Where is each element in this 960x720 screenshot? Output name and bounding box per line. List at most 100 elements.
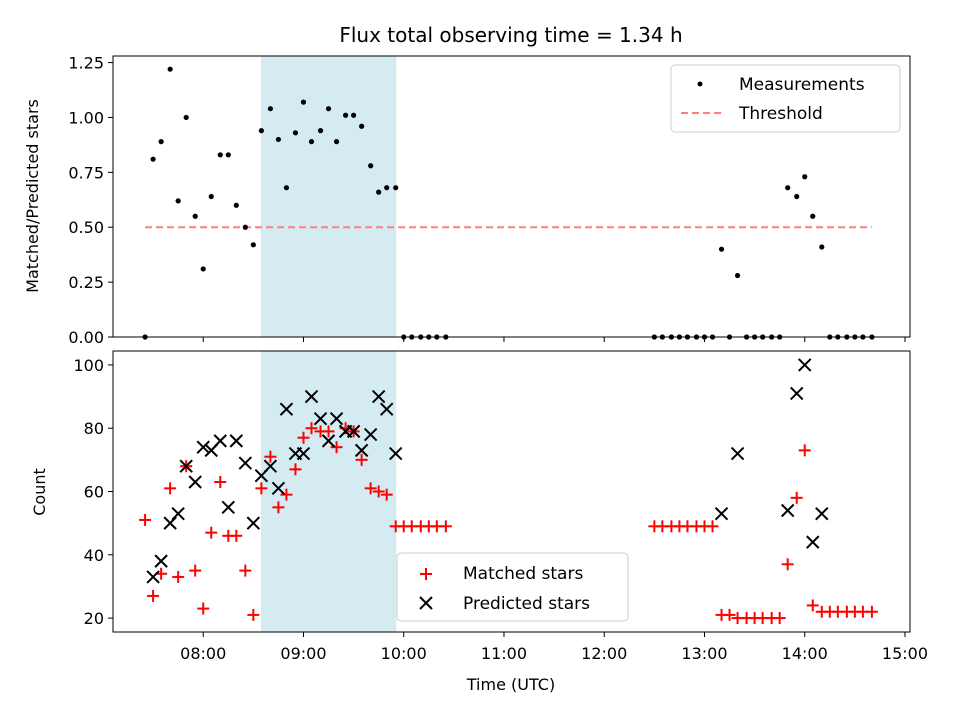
top-y-tick-label: 0.50 <box>68 218 104 237</box>
matched-star-point <box>197 602 210 615</box>
predicted-star-point <box>730 446 745 461</box>
top-y-tick-label: 1.25 <box>68 54 104 73</box>
legend-matched-label: Matched stars <box>463 564 583 584</box>
top-x-ticks <box>202 337 906 342</box>
measurement-point <box>359 123 365 129</box>
measurement-point <box>300 99 307 105</box>
bottom-x-tick-label: 15:00 <box>882 644 928 663</box>
measurement-point <box>183 114 189 121</box>
bottom-panel: 20 40 60 80 100 08:00 09:00 10:00 11:00 12:00 13:… <box>30 350 928 694</box>
matched-stars-points <box>139 422 878 625</box>
matched-star-point <box>364 482 377 495</box>
predicted-star-point <box>263 459 278 473</box>
predicted-star-point <box>146 570 160 584</box>
bottom-y-tick-label: 100 <box>73 356 104 375</box>
measurement-point <box>158 139 164 145</box>
measurement-point <box>308 139 315 145</box>
measurement-point <box>283 185 290 191</box>
matched-star-point <box>322 425 335 438</box>
measurement-point <box>167 66 173 72</box>
predicted-star-point <box>279 402 294 416</box>
matched-star-point <box>289 463 302 476</box>
bottom-y-axis-label: Count <box>30 468 49 516</box>
measurement-point <box>258 128 264 134</box>
bottom-x-tick-label: 08:00 <box>180 644 226 663</box>
measurement-point <box>376 189 382 195</box>
predicted-star-point <box>188 475 202 489</box>
bottom-x-tick-label: 14:00 <box>782 644 828 663</box>
measurement-point <box>384 185 390 191</box>
matched-star-point <box>355 453 368 466</box>
matched-star-point <box>781 558 794 571</box>
legend-matched-marker <box>420 568 432 580</box>
predicted-star-point <box>389 446 403 461</box>
matched-star-point <box>790 491 803 504</box>
predicted-star-point <box>790 386 804 401</box>
bottom-x-tick-label: 13:00 <box>681 644 727 663</box>
matched-star-point <box>239 564 252 577</box>
top-y-ticks: 0.00 0.25 0.50 0.75 1.00 1.25 <box>68 54 113 347</box>
measurement-point <box>785 185 791 191</box>
legend-measurements-marker <box>697 81 703 87</box>
bottom-y-tick-label: 20 <box>84 609 104 628</box>
top-axes-frame <box>112 55 911 338</box>
predicted-star-point <box>304 389 319 404</box>
bottom-legend: Matched stars Predicted stars <box>396 552 629 622</box>
matched-star-point <box>189 564 202 577</box>
matched-star-point <box>214 476 227 489</box>
predicted-star-point <box>154 554 168 568</box>
bottom-y-tick-label: 60 <box>84 483 104 502</box>
matched-star-point <box>264 450 277 463</box>
bottom-x-axis-label: Time (UTC) <box>466 675 555 694</box>
predicted-star-point <box>371 389 386 404</box>
measurement-point <box>317 128 324 134</box>
legend-predicted-label: Predicted stars <box>463 594 590 614</box>
measurement-point <box>200 266 206 272</box>
matched-star-point <box>297 431 310 444</box>
predicted-star-point <box>780 503 795 518</box>
predicted-star-point <box>238 456 253 470</box>
bottom-x-tick-label: 10:00 <box>381 644 427 663</box>
matched-star-point <box>272 501 285 514</box>
measurement-point <box>802 174 808 180</box>
measurement-point <box>292 130 299 136</box>
bottom-x-tick-label: 12:00 <box>581 644 627 663</box>
top-observing-span <box>260 55 397 338</box>
matched-star-point <box>798 444 811 457</box>
predicted-star-point <box>714 506 729 521</box>
predicted-star-point <box>815 506 829 521</box>
matched-star-point <box>230 529 243 542</box>
measurement-point <box>267 106 273 112</box>
measurement-point <box>351 112 357 118</box>
measurement-point <box>368 163 374 169</box>
matched-star-point <box>147 589 160 602</box>
matched-star-point <box>330 441 343 454</box>
measurement-point <box>734 272 741 279</box>
measurement-point <box>175 198 181 204</box>
matched-star-point <box>139 513 152 526</box>
predicted-star-point <box>806 535 820 549</box>
measurement-point <box>819 244 825 250</box>
matched-star-point <box>806 599 819 612</box>
predicted-star-point <box>271 481 286 496</box>
measurement-point <box>393 185 399 191</box>
predicted-star-point <box>163 516 177 530</box>
matched-star-point <box>305 422 318 435</box>
measurement-point <box>150 156 156 162</box>
top-legend: Measurements Threshold <box>670 64 901 133</box>
measurement-point <box>208 193 214 200</box>
top-y-tick-label: 0.00 <box>68 328 104 347</box>
predicted-star-point <box>221 500 235 515</box>
legend-threshold-label: Threshold <box>738 104 823 124</box>
matched-star-point <box>280 488 293 501</box>
measurement-point <box>275 136 282 143</box>
matched-star-point <box>372 485 385 498</box>
bottom-legend-box <box>396 552 629 622</box>
matched-star-point <box>255 482 268 495</box>
predicted-star-point <box>346 424 361 439</box>
matched-star-point <box>706 520 719 533</box>
measurement-point <box>192 213 198 219</box>
bottom-y-ticks: 20 40 60 80 100 <box>73 356 113 628</box>
predicted-star-point <box>379 402 394 416</box>
